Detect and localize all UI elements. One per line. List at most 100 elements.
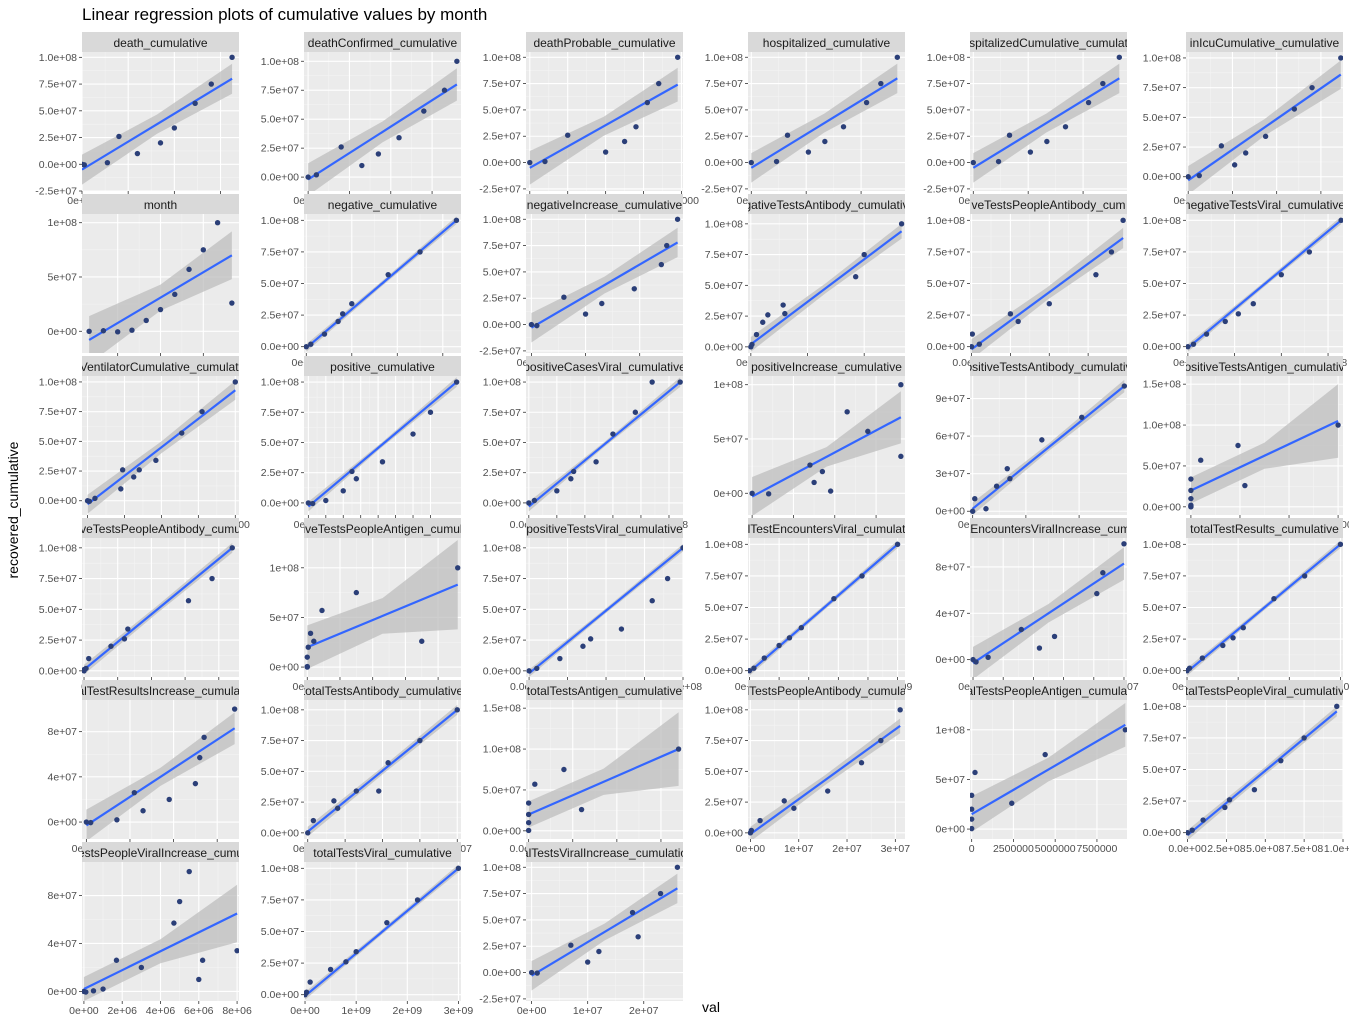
- data-point: [454, 707, 460, 713]
- y-tick-label: 5.0e+07: [261, 766, 299, 778]
- confidence-band: [83, 884, 238, 1001]
- y-tick-label: 5.0e+07: [483, 266, 521, 278]
- y-tick-label: 1.0e+08: [705, 52, 743, 64]
- facet-strip-label: alTestsViralIncrease_cumulatio: [522, 846, 688, 860]
- data-point: [1009, 800, 1015, 806]
- facet-totalTestsPeopleAntibody_cumulative: lTestsPeopleAntibody_cumula 0.0e+00 2.5e+0…: [705, 680, 910, 855]
- data-point: [587, 636, 594, 642]
- plot-layers: [82, 868, 239, 1001]
- data-point: [1079, 414, 1085, 421]
- facet-strip: [970, 518, 1127, 538]
- data-point: [781, 798, 787, 804]
- data-point: [1007, 475, 1013, 482]
- x-axis-title: val: [702, 999, 720, 1015]
- y-tick-label: 2.5e+07: [483, 467, 521, 479]
- data-point: [1271, 595, 1277, 602]
- data-point: [313, 172, 320, 178]
- data-point: [831, 595, 837, 602]
- y-tick-label: 5e+07: [936, 774, 966, 786]
- data-point: [528, 321, 535, 328]
- data-point: [674, 54, 681, 60]
- data-point: [760, 319, 766, 325]
- facet-strip-label: hospitalized_cumulative: [763, 36, 891, 50]
- plot-layers: [82, 54, 235, 185]
- data-point: [375, 151, 382, 157]
- facet-totalTestEncountersViral_cumulative: lTestEncountersViral_cumulat 0.0e+00 2.5e+…: [705, 518, 912, 693]
- data-point: [116, 133, 122, 140]
- data-point: [1186, 665, 1193, 671]
- y-tick-label: 2.5e+07: [261, 797, 299, 809]
- data-point: [1199, 655, 1206, 661]
- y-tick-label: 5.0e+07: [261, 278, 299, 290]
- facet-strip-label: ositiveTestsAntigen_cumulativ: [1184, 360, 1344, 374]
- y-tick-label: 0.0e+00: [483, 825, 521, 837]
- y-tick-label: 7.5e+07: [927, 78, 965, 90]
- facet-strip: [526, 32, 683, 52]
- data-point: [894, 54, 901, 60]
- plot-layers: [304, 539, 461, 670]
- data-point: [121, 636, 128, 642]
- x-tick-label: 8e+06: [222, 1005, 252, 1017]
- plot-layers: [528, 864, 681, 991]
- data-point: [199, 957, 206, 963]
- y-tick-label: 0.0e+00: [927, 341, 965, 353]
- facet-strip-label: spitalizedCumulative_cumulat: [969, 36, 1128, 50]
- data-point: [840, 124, 847, 130]
- facet-strip-label: month: [144, 198, 177, 212]
- plot-layers: [82, 542, 235, 675]
- data-point: [1203, 331, 1210, 337]
- facet-strip-label: totalTestResults_cumulative: [1190, 522, 1339, 536]
- data-point: [753, 331, 760, 338]
- data-point: [353, 589, 360, 596]
- y-tick-label: 4e+07: [48, 938, 78, 950]
- y-tick-label: 2.5e+07: [39, 132, 77, 144]
- data-point: [749, 490, 755, 496]
- data-point: [1230, 635, 1236, 641]
- plot-layers: [1186, 703, 1340, 839]
- facet-strip: [82, 518, 239, 538]
- data-point: [310, 500, 316, 507]
- y-tick-label: 0.0e+00: [261, 497, 299, 509]
- x-tick-label: 2500000: [993, 843, 1034, 855]
- data-point: [805, 149, 812, 155]
- facet-strip-label: ositiveTestsAntibody_cumulativ: [965, 360, 1131, 374]
- data-point: [970, 508, 976, 514]
- data-point: [976, 341, 983, 347]
- regression-line: [307, 83, 458, 181]
- y-tick-label: 0e+00: [48, 986, 78, 998]
- y-tick-label: 1.0e+08: [927, 215, 965, 227]
- facet-strip-label: alTestResultsIncrease_cumulat: [77, 684, 244, 698]
- data-point: [200, 247, 207, 253]
- data-point: [1186, 343, 1191, 350]
- data-point: [1121, 541, 1127, 547]
- y-tick-label: 7.5e+07: [39, 406, 77, 418]
- facet-strip-label: positiveIncrease_cumulative: [751, 360, 902, 374]
- y-tick-label: 7.5e+07: [483, 78, 521, 90]
- plot-layers: [1188, 384, 1341, 510]
- data-point: [321, 331, 328, 337]
- y-tick-label: -2.5e+07: [701, 183, 743, 195]
- data-point: [811, 479, 817, 486]
- data-point: [780, 302, 786, 308]
- facet-negativeTestsAntibody_cumulative: gativeTestsAntibody_cumulativ 0.0e+00 2.5e…: [705, 194, 905, 369]
- data-point: [1015, 318, 1021, 325]
- data-point: [186, 266, 192, 273]
- data-point: [1186, 829, 1191, 836]
- data-point: [819, 468, 826, 475]
- facet-strip-label: lTestEncountersViral_cumulat: [748, 522, 907, 536]
- data-point: [748, 159, 754, 166]
- y-tick-label: 0.0e+00: [705, 157, 743, 169]
- facet-strip: [748, 356, 905, 376]
- data-point: [86, 498, 93, 505]
- y-tick-label: 1.0e+08: [39, 376, 77, 388]
- y-tick-label: 7.5e+07: [483, 888, 521, 900]
- facet-strip: [1186, 194, 1343, 214]
- x-tick-label: 1e+07: [784, 843, 814, 855]
- data-point: [305, 500, 312, 506]
- facet-strip-label: veTestsPeopleAntibody_cum: [971, 198, 1125, 212]
- regression-line: [972, 562, 1125, 665]
- y-tick-label: 1e+08: [714, 379, 744, 391]
- y-tick-label: 7.5e+07: [705, 78, 743, 90]
- y-tick-label: 2.5e+07: [1143, 634, 1181, 646]
- data-point: [343, 959, 349, 965]
